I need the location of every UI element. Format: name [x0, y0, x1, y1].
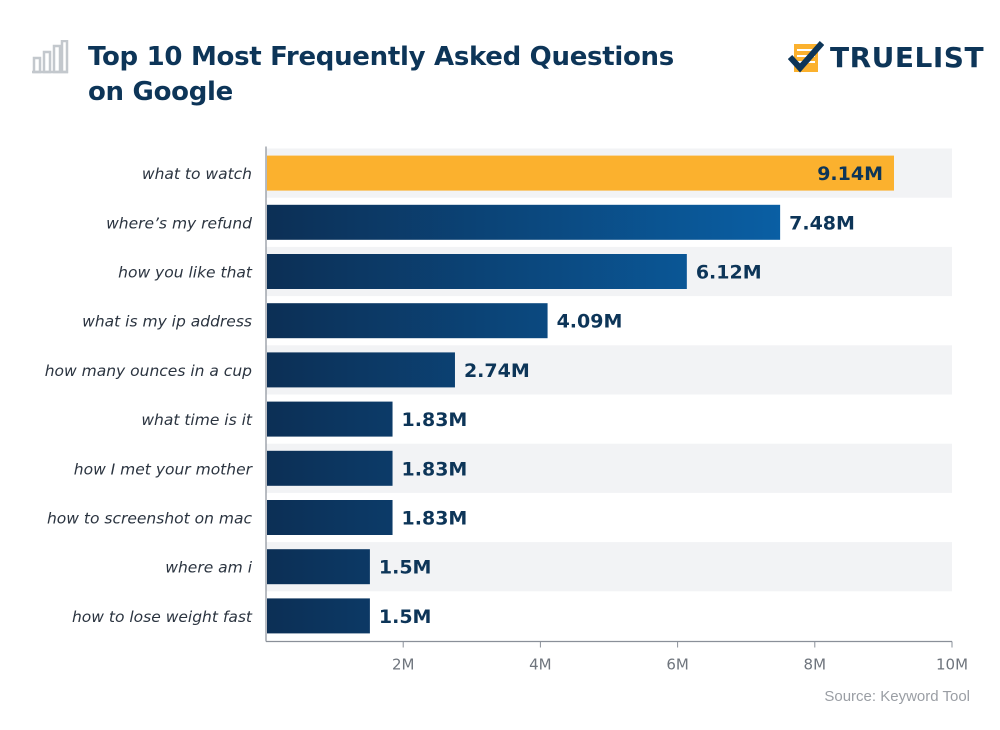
- bar: [267, 155, 895, 191]
- row-band: [266, 246, 952, 297]
- source-note: Source: Keyword Tool: [824, 688, 970, 705]
- row-band: [266, 345, 952, 395]
- row-band: [266, 542, 952, 592]
- data-label: 7.48M: [789, 212, 855, 234]
- bar: [267, 204, 781, 240]
- data-label: 1.83M: [402, 409, 468, 431]
- data-label: 2.74M: [464, 360, 530, 382]
- page-title: Top 10 Most Frequently Asked Questions o…: [88, 42, 674, 107]
- category-label: what to watch: [142, 165, 252, 183]
- logo-text: TRUELIST: [830, 40, 985, 74]
- data-label: 6.12M: [696, 262, 762, 284]
- x-tick-label: 10M: [936, 656, 968, 674]
- category-label: where’s my refund: [106, 214, 252, 232]
- category-label: what time is it: [141, 411, 253, 429]
- x-tick-label: 8M: [804, 656, 827, 674]
- category-label: how to screenshot on mac: [47, 510, 252, 528]
- category-label: where am i: [165, 559, 252, 577]
- category-label: how I met your mother: [74, 460, 254, 478]
- bar: [267, 254, 687, 289]
- category-label: how many ounces in a cup: [45, 362, 252, 380]
- checklist-checkmark-icon: [788, 41, 824, 73]
- x-tick-label: 4M: [529, 656, 552, 674]
- bar: [267, 598, 370, 634]
- category-label: how to lose weight fast: [72, 608, 253, 626]
- bar: [267, 401, 393, 437]
- truelist-logo: TRUELIST: [788, 40, 984, 74]
- bar-chart-icon: [32, 40, 69, 74]
- data-label: 9.14M: [817, 163, 883, 185]
- category-label: how you like that: [118, 264, 253, 282]
- data-label: 1.5M: [379, 557, 432, 579]
- bar: [267, 500, 393, 535]
- bar: [267, 352, 455, 388]
- bar: [267, 450, 393, 486]
- bar: [267, 549, 370, 585]
- row-band: [266, 443, 952, 493]
- x-tick-label: 2M: [392, 656, 415, 674]
- category-label: what is my ip address: [82, 313, 252, 331]
- data-label: 1.5M: [379, 606, 432, 628]
- data-label: 1.83M: [402, 458, 468, 480]
- data-label: 4.09M: [557, 311, 623, 333]
- data-label: 1.83M: [402, 508, 468, 530]
- row-band: [266, 148, 952, 198]
- bar: [267, 303, 548, 339]
- x-tick-label: 6M: [666, 656, 689, 674]
